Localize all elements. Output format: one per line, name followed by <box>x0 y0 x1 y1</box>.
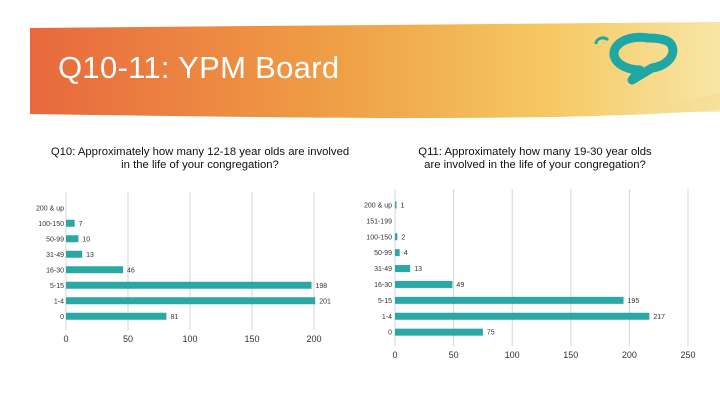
category-label: 31-49 <box>46 252 64 259</box>
category-label: 0 <box>60 314 64 321</box>
data-label: 4 <box>404 250 408 257</box>
category-label: 50-99 <box>46 236 64 243</box>
data-label: 1 <box>401 202 405 209</box>
data-label: 81 <box>170 314 178 321</box>
data-label: 198 <box>316 283 328 290</box>
bar <box>395 296 624 304</box>
bar <box>395 201 397 209</box>
slide-title: Q10-11: YPM Board <box>58 50 340 85</box>
x-tick-label: 50 <box>449 350 459 360</box>
category-label: 50-99 <box>374 250 392 257</box>
x-tick-label: 100 <box>182 334 197 344</box>
bar <box>66 312 167 320</box>
data-label: 201 <box>319 298 331 305</box>
bar <box>66 266 124 274</box>
bar <box>395 233 398 241</box>
chart-title-q10: Q10: Approximately how many 12-18 year o… <box>30 146 370 172</box>
category-label: 151-199 <box>366 218 392 225</box>
bar <box>66 250 83 258</box>
category-label: 100-150 <box>366 234 392 241</box>
data-label: 13 <box>86 252 94 259</box>
category-label: 5-15 <box>50 283 64 290</box>
data-label: 46 <box>127 267 135 274</box>
category-label: 16-30 <box>374 282 392 289</box>
x-tick-label: 0 <box>392 350 397 360</box>
x-tick-label: 150 <box>563 350 578 360</box>
category-label: 31-49 <box>374 266 392 273</box>
bar <box>395 265 411 273</box>
category-label: 200 & up <box>36 205 64 212</box>
chart-title-line: Q11: Approximately how many 19-30 year o… <box>418 146 652 158</box>
bar <box>395 249 400 257</box>
chart-title-q11: Q11: Approximately how many 19-30 year o… <box>370 146 700 172</box>
data-label: 7 <box>79 221 83 228</box>
category-label: 16-30 <box>46 267 64 274</box>
data-label: 75 <box>487 330 495 337</box>
category-label: 0 <box>388 330 392 337</box>
data-label: 217 <box>653 314 665 321</box>
category-label: 1-4 <box>54 298 64 305</box>
data-label: 195 <box>628 298 640 305</box>
x-tick-label: 50 <box>123 334 133 344</box>
chart-title-line: are involved in the life of your congreg… <box>424 159 646 171</box>
x-tick-label: 200 <box>306 334 321 344</box>
category-label: 100-150 <box>38 221 64 228</box>
data-label: 10 <box>82 236 90 243</box>
speech-bubble-logo-icon <box>594 32 678 85</box>
x-tick-label: 200 <box>622 350 637 360</box>
chart-title-line: in the life of your congregation? <box>121 159 279 171</box>
bar <box>395 312 650 320</box>
chart-title-line: Q10: Approximately how many 12-18 year o… <box>50 146 350 158</box>
bar <box>66 219 75 227</box>
category-label: 5-15 <box>378 298 392 305</box>
x-tick-label: 100 <box>505 350 520 360</box>
x-tick-label: 250 <box>680 350 695 360</box>
data-label: 2 <box>401 234 405 241</box>
bar <box>66 297 316 305</box>
data-label: 49 <box>456 282 464 289</box>
data-label: 13 <box>414 266 422 273</box>
category-label: 1-4 <box>382 314 392 321</box>
bar <box>66 281 312 289</box>
category-label: 200 & up <box>364 202 392 209</box>
bar <box>66 235 79 243</box>
bar <box>395 328 483 336</box>
bar <box>395 280 453 288</box>
x-tick-label: 150 <box>244 334 259 344</box>
x-tick-label: 0 <box>63 334 68 344</box>
